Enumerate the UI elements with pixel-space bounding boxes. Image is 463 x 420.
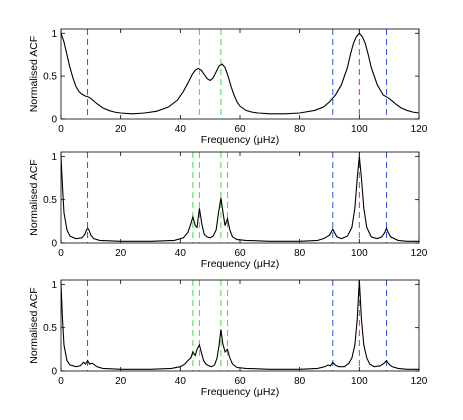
y-axis-label: Normalised ACF	[28, 36, 40, 112]
acf-panel-2: 0 20 40 60 80 100 120 0 0.5 1 Frequency (μHz) Norma…	[28, 151, 428, 270]
x-tick-label: 100	[351, 248, 368, 259]
y-tick-label: 1	[51, 29, 57, 40]
x-tick-label: 0	[58, 124, 64, 135]
x-tick-label: 60	[234, 124, 246, 135]
axes-frame	[60, 151, 420, 244]
x-tick-label: 20	[115, 376, 127, 387]
x-tick-label: 100	[351, 376, 368, 387]
acf-series-line	[61, 32, 419, 115]
acf-series-line	[61, 156, 419, 242]
x-axis-label: Frequency (μHz)	[201, 386, 279, 398]
y-tick-label: 0.5	[43, 195, 57, 206]
x-axis-label: Frequency (μHz)	[201, 134, 279, 146]
y-tick-label: 0.5	[43, 72, 57, 83]
y-tick-label: 1	[51, 152, 57, 163]
x-tick-label: 40	[175, 124, 187, 135]
acf-panel-1: 0 20 40 60 80 100 120 0 0.5 1 Frequency (μHz) Norma…	[28, 28, 428, 146]
axes-frame	[60, 279, 420, 372]
y-tick-label: 0	[51, 115, 57, 126]
x-tick-label: 120	[411, 376, 428, 387]
x-tick-label: 40	[175, 376, 187, 387]
y-axis-label: Normalised ACF	[28, 287, 40, 363]
y-tick-label: 0.5	[43, 323, 57, 334]
y-tick-label: 1	[51, 280, 57, 291]
acf-series-line	[61, 280, 419, 370]
acf-panel-3: 0 20 40 60 80 100 120 0 0.5 1 Frequency (μHz) Norma…	[28, 279, 428, 398]
x-tick-label: 120	[411, 248, 428, 259]
x-tick-label: 60	[234, 248, 246, 259]
x-tick-label: 20	[115, 248, 127, 259]
x-tick-label: 80	[294, 376, 306, 387]
x-axis-label: Frequency (μHz)	[201, 258, 279, 270]
y-axis-label: Normalised ACF	[28, 159, 40, 235]
x-tick-label: 0	[58, 376, 64, 387]
x-tick-label: 40	[175, 248, 187, 259]
x-tick-label: 20	[115, 124, 127, 135]
x-tick-label: 0	[58, 248, 64, 259]
x-tick-label: 80	[294, 248, 306, 259]
x-tick-label: 120	[411, 124, 428, 135]
x-tick-label: 100	[351, 124, 368, 135]
x-tick-label: 80	[294, 124, 306, 135]
y-tick-label: 0	[51, 239, 57, 250]
x-tick-label: 60	[234, 376, 246, 387]
y-tick-label: 0	[51, 367, 57, 378]
